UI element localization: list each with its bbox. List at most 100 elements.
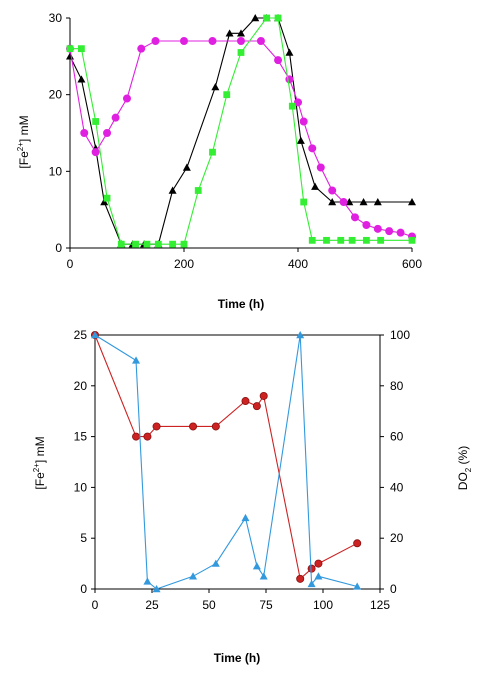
bottom-series-1-point [143,577,152,585]
top-series-1-point [396,228,405,237]
top-series-0-point [66,52,74,60]
bottom-series-1-point [314,572,323,580]
top-series-0-line [69,17,412,245]
top-series-2-point [348,236,356,244]
bottom-series-0-point [252,402,261,411]
top-y-tick-label: 30 [49,11,63,25]
top-y-tick-label: 20 [49,88,63,102]
top-y-tick-label: 10 [49,164,63,178]
bottom-y2-axis-title: DO2 (%) [456,446,473,490]
top-series-0-point [373,198,382,206]
top-series-1-point [285,75,294,84]
bottom-series-1-point [353,582,362,590]
bottom-y2-tick-label: 40 [390,480,404,494]
top-series-1-line [69,40,413,238]
top-series-2-point [263,14,271,22]
bottom-y-tick-label: 0 [80,582,87,596]
top-x-tick-label: 400 [288,257,308,271]
bottom-series-1-point [296,331,305,339]
bottom-y2-tick-label: 80 [390,379,404,393]
bottom-y2-tick-label: 20 [390,531,404,545]
top-series-1-point [339,197,348,206]
top-series-1-point [256,37,265,46]
top-series-2-point [274,14,282,22]
top-x-tick-label: 600 [402,257,422,271]
top-series-1 [66,37,416,241]
bottom-series-1-point [152,585,161,593]
top-chart-series [66,14,416,248]
top-series-0-point [77,75,86,83]
top-series-2-point [288,102,296,110]
top-x-tick-label: 0 [67,257,74,271]
bottom-series-0-point [307,564,316,573]
bottom-series-1-point [91,331,99,339]
bottom-series-0-line [94,334,358,580]
top-series-1-point [111,113,120,122]
top-x-axis-title: Time (h) [218,297,264,311]
top-series-0-point [168,186,177,194]
bottom-x-tick-label: 125 [370,598,390,612]
top-series-1-point [373,224,382,233]
top-series-2-point [143,240,151,248]
bottom-series-0-point [296,574,305,583]
bottom-x-tick-label: 75 [259,598,273,612]
top-series-0-point [211,83,220,91]
top-series-0-point [285,48,294,56]
top-series-2-point [154,240,162,248]
bottom-chart-series [91,330,362,593]
bottom-chart-axes [94,334,381,590]
top-series-1-point [328,186,337,195]
top-series-2-point [169,240,176,248]
top-series-2-point [363,236,370,244]
bottom-y-tick-label: 20 [74,379,88,393]
bottom-x-tick-label: 0 [92,598,99,612]
top-series-1-point [179,37,188,46]
bottom-series-1-line [94,334,358,590]
bottom-series-1-point [252,562,261,570]
top-series-0-point [408,198,416,206]
top-series-2-point [237,49,245,56]
top-series-2-point [78,45,85,53]
top-series-2-point [408,236,416,244]
top-series-1-point [293,98,302,107]
bottom-x-tick-label: 25 [145,598,159,612]
bottom-series-0-point [314,559,323,568]
top-series-1-point [316,163,325,172]
top-series-1-point [362,220,371,229]
top-series-1-point [103,128,112,137]
top-series-2-point [209,148,216,156]
top-series-0-point [225,29,234,37]
top-series-2-point [132,240,139,248]
top-series-0-point [359,198,368,206]
bottom-series-0-point [143,432,152,441]
top-series-0-point [296,136,305,144]
top-x-tick-label: 200 [174,257,194,271]
top-series-2-point [117,240,125,248]
bottom-series-1-point [211,559,220,567]
bottom-series-0-point [132,432,141,441]
top-series-1-point [274,56,283,65]
top-series-1-point [208,37,217,46]
bottom-y-tick-label: 5 [80,531,87,545]
bottom-y2-tick-label: 60 [390,430,404,444]
top-series-1-point [299,117,308,126]
top-y-axis-title: [Fe2+] mM [16,115,31,168]
bottom-y2-tick-label: 0 [390,582,397,596]
bottom-y-axis-title: [Fe2+] mM [32,436,47,489]
top-series-0-point [328,198,337,206]
bottom-y-tick-label: 10 [74,480,88,494]
bottom-y-tick-label: 15 [74,430,88,444]
top-y-tick-label: 0 [55,241,62,255]
top-series-1-point [236,37,245,46]
top-series-0-point [182,163,191,171]
bottom-series-0-point [353,539,362,548]
bottom-series-1-point [259,572,268,580]
top-series-1-point [91,148,100,157]
top-series-2-point [66,45,74,53]
bottom-series-1-point [307,579,316,588]
top-series-1-point [151,37,160,46]
top-series-1-point [137,44,146,53]
